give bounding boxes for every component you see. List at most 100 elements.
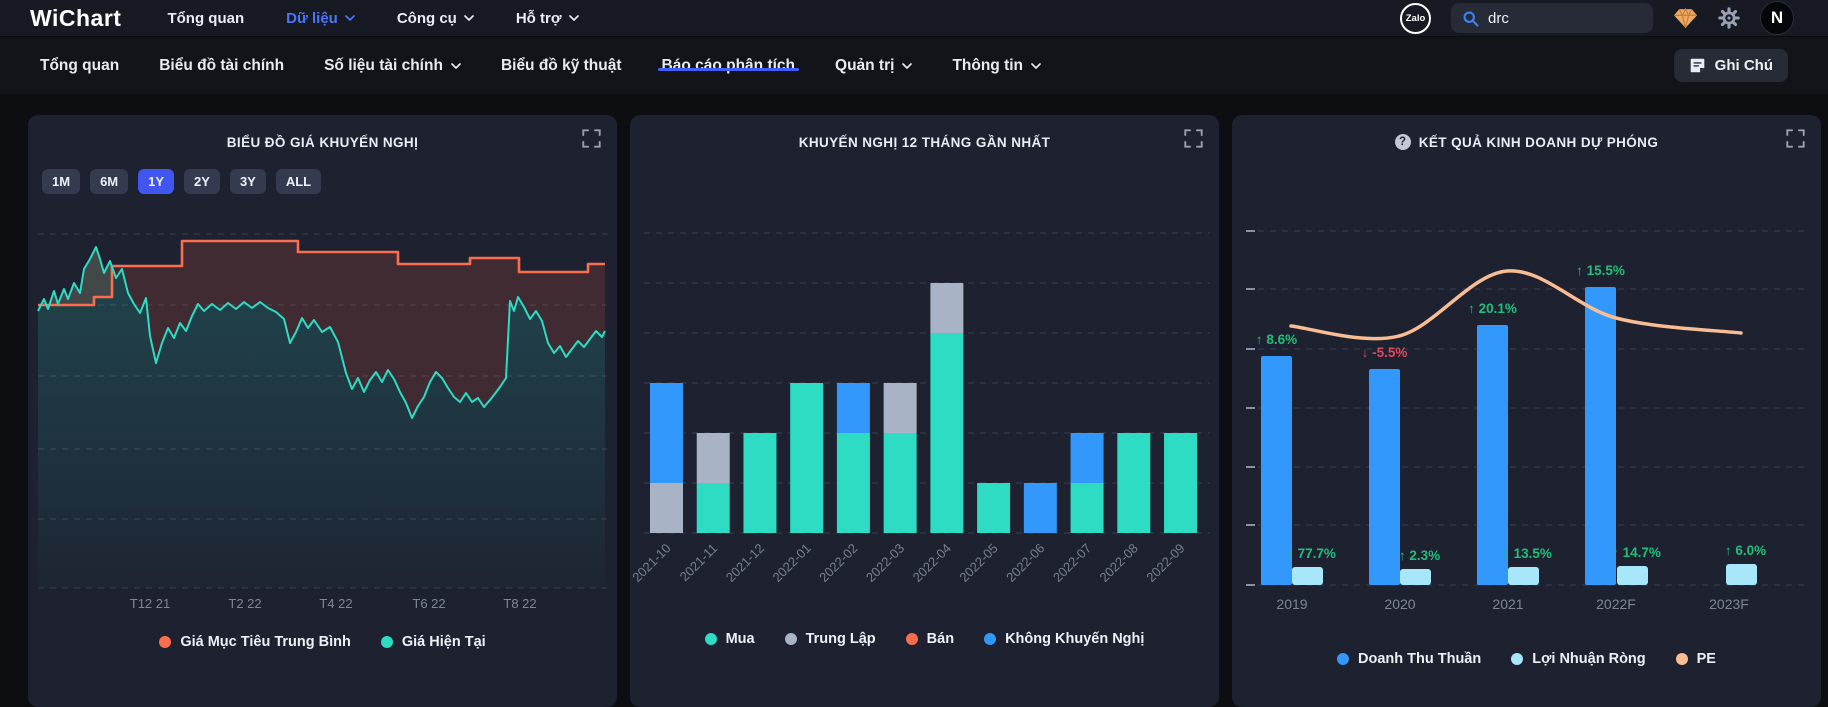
svg-text:2022-09: 2022-09 [1143, 541, 1187, 585]
svg-text:2022-05: 2022-05 [956, 541, 1000, 585]
diamond-icon[interactable] [1673, 7, 1698, 29]
tab-so-lieu-tai-chinh[interactable]: Số liệu tài chính [324, 57, 461, 75]
range-button-1m[interactable]: 1M [42, 169, 81, 194]
legend-dot [984, 633, 997, 645]
tab-thong-tin[interactable]: Thông tin [952, 57, 1041, 75]
subnav: Tổng quan Biểu đồ tài chính Số liệu tài ch… [0, 37, 1828, 94]
legend-item-pe[interactable]: PE [1675, 651, 1716, 667]
panel2-header: KHUYẾN NGHỊ 12 THÁNG GẦN NHẤT [630, 115, 1219, 159]
expand-fullscreen-icon[interactable] [1786, 129, 1805, 148]
legend-label: Giá Mục Tiêu Trung Bình [180, 634, 351, 650]
nav-item-cong-cu[interactable]: Công cụ [397, 10, 474, 27]
range-button-3y[interactable]: 3Y [229, 169, 266, 194]
svg-text:2019: 2019 [1276, 596, 1307, 612]
note-icon [1689, 57, 1706, 74]
svg-text:2021-11: 2021-11 [677, 541, 721, 585]
chevron-down-icon [344, 15, 355, 21]
legend-dot [905, 633, 918, 645]
chevron-down-icon [463, 15, 474, 21]
notes-button[interactable]: Ghi Chú [1673, 49, 1788, 82]
legend-item-gia-hien-tai[interactable]: Giá Hiện Tại [380, 634, 486, 650]
range-button-6m[interactable]: 6M [90, 169, 129, 194]
help-icon[interactable]: ? [1394, 134, 1411, 150]
tab-bao-cao-phan-tich[interactable]: Báo cáo phân tích [657, 56, 800, 75]
svg-text:T4 22: T4 22 [319, 596, 352, 611]
panel1-legend: Giá Mục Tiêu Trung Bình Giá Hiện Tại [28, 612, 617, 650]
nav-item-label: Tổng quan [167, 9, 245, 27]
tab-tong-quan[interactable]: Tổng quan [40, 57, 119, 75]
panel1-header: BIỂU ĐỒ GIÁ KHUYẾN NGHỊ [28, 115, 617, 159]
dashboard-panels: BIỂU ĐỒ GIÁ KHUYẾN NGHỊ 1M 6M 1Y 2Y 3Y ALL T1… [0, 94, 1828, 707]
svg-text:T12 21: T12 21 [130, 596, 170, 611]
tab-bieu-do-tai-chinh[interactable]: Biểu đồ tài chính [159, 57, 284, 75]
svg-text:2021-10: 2021-10 [630, 541, 674, 585]
svg-text:2022-01: 2022-01 [769, 541, 813, 585]
tab-bieu-do-ky-thuat[interactable]: Biểu đồ kỹ thuật [501, 57, 622, 75]
tab-quan-tri[interactable]: Quản trị [835, 56, 913, 75]
svg-text:↑ 15.5%: ↑ 15.5% [1576, 263, 1625, 278]
nav-item-label: Hỗ trợ [515, 9, 562, 27]
legend-item-loi-nhuan-rong[interactable]: Lợi Nhuận Ròng [1511, 651, 1646, 667]
legend-item-mua[interactable]: Mua [704, 631, 755, 647]
forecast-chart-svg[interactable]: ↑ 8.6% ↑ 77.7% 2019 ↓ -5.5% ↑ 2.3% 2020 ↑ 20.1… [1232, 159, 1821, 629]
panel3-header: ? KẾT QUẢ KINH DOANH DỰ PHÓNG [1232, 115, 1821, 159]
svg-text:T2 22: T2 22 [228, 596, 261, 611]
gear-icon[interactable] [1718, 7, 1740, 29]
search-input[interactable] [1488, 9, 1687, 27]
panel3-legend: Doanh Thu Thuần Lợi Nhuận Ròng PE [1232, 629, 1821, 667]
legend-label: Bán [926, 631, 955, 647]
legend-item-trung-lap[interactable]: Trung Lập [784, 631, 876, 647]
panel2-legend: Mua Trung Lập Bán Không Khuyến Nghị [630, 609, 1219, 647]
search-icon [1462, 10, 1479, 27]
tab-label: Thông tin [952, 56, 1024, 74]
range-button-1y[interactable]: 1Y [138, 169, 175, 194]
svg-text:2022-04: 2022-04 [910, 541, 954, 585]
avatar-letter: N [1770, 8, 1784, 27]
legend-item-doanh-thu-thuan[interactable]: Doanh Thu Thuần [1337, 651, 1481, 667]
legend-dot [784, 633, 797, 645]
legend-dot [1511, 653, 1524, 665]
search-box[interactable] [1451, 3, 1687, 33]
main-nav: Tổng quan Dữ liệu Công cụ Hỗ trợ [167, 10, 579, 27]
nav-item-label: Công cụ [396, 9, 457, 27]
legend-label: Trung Lập [805, 631, 876, 647]
legend-dot [1337, 653, 1349, 665]
range-button-all[interactable]: ALL [275, 169, 322, 194]
svg-text:↑ 2.3%: ↑ 2.3% [1399, 548, 1440, 563]
app-logo[interactable]: WiChart [30, 4, 122, 31]
panel-recommendations-12m: KHUYẾN NGHỊ 12 THÁNG GẦN NHẤT 2021-10 202… [630, 115, 1219, 707]
zalo-icon[interactable]: Zalo [1400, 2, 1431, 34]
svg-text:2023F: 2023F [1709, 596, 1749, 612]
svg-text:2022F: 2022F [1596, 596, 1636, 612]
legend-label: Lợi Nhuận Ròng [1532, 651, 1646, 667]
chevron-down-icon [451, 62, 461, 69]
price-chart-svg[interactable]: T12 21 T2 22 T4 22 T6 22 T8 22 [28, 200, 617, 612]
legend-dot [1675, 653, 1688, 665]
nav-item-du-lieu[interactable]: Dữ liệu [286, 10, 355, 27]
nav-item-tong-quan[interactable]: Tổng quan [167, 10, 244, 27]
range-button-2y[interactable]: 2Y [184, 169, 220, 194]
chevron-down-icon [902, 62, 913, 69]
svg-text:2022-02: 2022-02 [816, 541, 860, 585]
avatar[interactable]: N [1760, 1, 1794, 35]
svg-text:↑ 14.7%: ↑ 14.7% [1612, 545, 1661, 560]
notes-button-label: Ghi Chú [1714, 57, 1773, 74]
nav-item-label: Dữ liệu [286, 9, 338, 27]
svg-text:2022-08: 2022-08 [1097, 541, 1141, 585]
svg-text:T8 22: T8 22 [503, 596, 536, 611]
chevron-down-icon [1031, 62, 1041, 69]
expand-fullscreen-icon[interactable] [1184, 129, 1203, 148]
tab-label: Quản trị [835, 56, 895, 74]
recommendation-chart-svg[interactable]: 2021-10 2021-11 2021-12 2022-01 2022-02 2022-… [630, 159, 1219, 609]
tab-label: Báo cáo phân tích [661, 56, 796, 74]
legend-item-gia-muc-tieu-trung-binh[interactable]: Giá Mục Tiêu Trung Bình [159, 634, 351, 650]
tab-label: Biểu đồ tài chính [159, 56, 285, 74]
legend-item-khong-khuyen-nghi[interactable]: Không Khuyến Nghị [984, 631, 1144, 647]
nav-item-ho-tro[interactable]: Hỗ trợ [516, 10, 579, 27]
svg-text:2020: 2020 [1384, 596, 1415, 612]
panel3-title: ? KẾT QUẢ KINH DOANH DỰ PHÓNG [1394, 134, 1659, 150]
legend-label: Mua [725, 631, 755, 647]
subnav-tabs: Tổng quan Biểu đồ tài chính Số liệu tài ch… [40, 37, 1041, 94]
expand-fullscreen-icon[interactable] [582, 129, 601, 148]
legend-item-ban[interactable]: Bán [905, 631, 955, 647]
